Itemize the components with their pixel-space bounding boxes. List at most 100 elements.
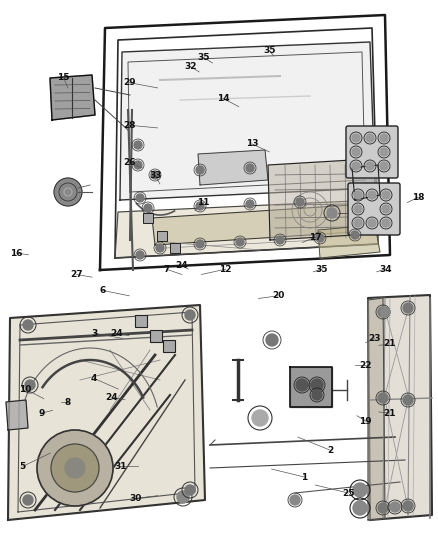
Circle shape xyxy=(368,191,376,199)
Circle shape xyxy=(382,219,390,227)
Circle shape xyxy=(177,491,189,503)
Bar xyxy=(135,315,147,327)
Circle shape xyxy=(252,410,268,426)
Text: 26: 26 xyxy=(123,158,135,167)
Circle shape xyxy=(353,483,367,497)
Circle shape xyxy=(380,307,390,317)
Text: 5: 5 xyxy=(20,462,26,471)
Circle shape xyxy=(352,134,360,142)
Text: 27: 27 xyxy=(71,270,83,279)
Text: 25: 25 xyxy=(342,489,354,497)
Text: 32: 32 xyxy=(184,62,197,71)
Circle shape xyxy=(25,380,35,390)
Circle shape xyxy=(246,200,254,208)
FancyBboxPatch shape xyxy=(348,183,400,235)
Circle shape xyxy=(352,162,360,170)
Bar xyxy=(150,330,162,342)
Text: 22: 22 xyxy=(360,361,372,369)
Text: 1: 1 xyxy=(301,473,307,481)
Circle shape xyxy=(380,134,388,142)
Text: 6: 6 xyxy=(100,286,106,295)
Circle shape xyxy=(23,320,33,330)
Polygon shape xyxy=(268,160,355,240)
Text: 19: 19 xyxy=(360,417,372,425)
Text: 34: 34 xyxy=(379,265,392,273)
Circle shape xyxy=(316,234,324,242)
Text: 23: 23 xyxy=(368,334,381,343)
Circle shape xyxy=(134,141,142,149)
Circle shape xyxy=(266,334,278,346)
Circle shape xyxy=(136,194,144,202)
Circle shape xyxy=(151,171,159,179)
Circle shape xyxy=(382,205,390,213)
Circle shape xyxy=(156,244,164,252)
Circle shape xyxy=(311,379,323,391)
Text: 8: 8 xyxy=(65,398,71,407)
Text: 35: 35 xyxy=(316,265,328,273)
Circle shape xyxy=(354,205,362,213)
Circle shape xyxy=(276,236,284,244)
Circle shape xyxy=(368,219,376,227)
Text: 16: 16 xyxy=(11,249,23,257)
Text: 18: 18 xyxy=(412,193,424,201)
Text: 21: 21 xyxy=(384,340,396,348)
FancyBboxPatch shape xyxy=(346,126,398,178)
Text: 21: 21 xyxy=(384,409,396,417)
Text: 20: 20 xyxy=(272,292,284,300)
Circle shape xyxy=(352,148,360,156)
Circle shape xyxy=(366,162,374,170)
Polygon shape xyxy=(50,75,95,120)
Circle shape xyxy=(134,161,142,169)
Text: 2: 2 xyxy=(328,446,334,455)
Text: 30: 30 xyxy=(130,494,142,503)
Circle shape xyxy=(54,178,82,206)
Circle shape xyxy=(236,238,244,246)
Circle shape xyxy=(136,251,144,259)
Text: 35: 35 xyxy=(263,46,276,55)
Circle shape xyxy=(380,162,388,170)
Text: 24: 24 xyxy=(106,393,118,401)
Circle shape xyxy=(144,204,152,212)
Text: 28: 28 xyxy=(123,121,135,130)
Text: 12: 12 xyxy=(219,265,232,273)
Polygon shape xyxy=(368,295,432,520)
Polygon shape xyxy=(6,400,28,430)
Text: 14: 14 xyxy=(217,94,230,103)
Bar xyxy=(163,340,175,352)
Polygon shape xyxy=(115,200,378,258)
Text: 35: 35 xyxy=(198,53,210,62)
Bar xyxy=(143,213,153,223)
Text: 15: 15 xyxy=(57,73,70,82)
Text: 24: 24 xyxy=(176,261,188,270)
Text: 24: 24 xyxy=(110,329,122,337)
Polygon shape xyxy=(120,42,375,200)
Circle shape xyxy=(353,501,367,515)
Circle shape xyxy=(296,198,304,206)
Circle shape xyxy=(185,310,195,320)
Circle shape xyxy=(354,219,362,227)
Circle shape xyxy=(380,148,388,156)
Polygon shape xyxy=(318,225,380,258)
Polygon shape xyxy=(198,150,268,185)
Polygon shape xyxy=(290,367,332,407)
Polygon shape xyxy=(352,165,380,200)
Circle shape xyxy=(351,231,359,239)
Circle shape xyxy=(312,390,322,400)
Text: 7: 7 xyxy=(163,265,170,273)
Circle shape xyxy=(403,395,413,405)
Text: 10: 10 xyxy=(19,385,32,393)
Circle shape xyxy=(37,430,113,506)
Circle shape xyxy=(378,307,388,317)
Text: 4: 4 xyxy=(91,374,97,383)
Circle shape xyxy=(23,495,33,505)
Circle shape xyxy=(403,501,413,511)
Text: 3: 3 xyxy=(91,329,97,337)
Text: 29: 29 xyxy=(123,78,135,87)
Circle shape xyxy=(185,485,195,495)
Text: 9: 9 xyxy=(39,409,45,417)
Text: 11: 11 xyxy=(198,198,210,207)
Circle shape xyxy=(196,166,204,174)
Text: 31: 31 xyxy=(114,462,127,471)
Circle shape xyxy=(296,379,308,391)
Circle shape xyxy=(290,495,300,505)
